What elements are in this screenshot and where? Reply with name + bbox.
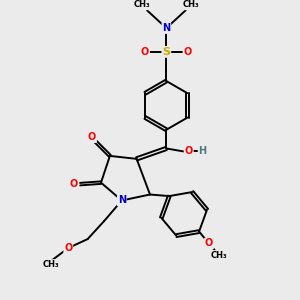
Text: O: O	[184, 47, 192, 57]
Text: O: O	[184, 146, 193, 156]
Text: S: S	[162, 47, 170, 57]
Text: H: H	[199, 146, 207, 156]
Text: O: O	[70, 179, 78, 189]
Text: CH₃: CH₃	[211, 251, 227, 260]
Text: O: O	[141, 47, 149, 57]
Text: N: N	[162, 23, 170, 33]
Text: CH₃: CH₃	[42, 260, 59, 269]
Text: O: O	[64, 243, 72, 253]
Text: O: O	[88, 132, 96, 142]
Text: N: N	[118, 196, 126, 206]
Text: CH₃: CH₃	[134, 1, 150, 10]
Text: CH₃: CH₃	[182, 1, 199, 10]
Text: O: O	[205, 238, 213, 248]
